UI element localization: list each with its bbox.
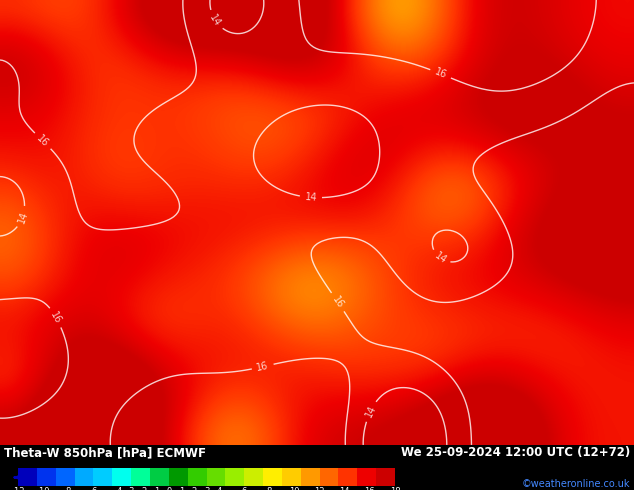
Text: 6: 6 — [242, 488, 247, 490]
Bar — [282, 468, 301, 487]
Text: We 25-09-2024 12:00 UTC (12+72): We 25-09-2024 12:00 UTC (12+72) — [401, 446, 630, 459]
Text: 10: 10 — [289, 488, 300, 490]
Text: 3: 3 — [204, 488, 209, 490]
Bar — [244, 468, 263, 487]
Text: 4: 4 — [216, 488, 222, 490]
Bar — [225, 468, 244, 487]
Bar — [75, 468, 93, 487]
Text: 14: 14 — [339, 488, 350, 490]
Text: 1: 1 — [179, 488, 184, 490]
Bar — [37, 468, 56, 487]
Bar — [320, 468, 339, 487]
Bar — [169, 468, 188, 487]
Text: -2: -2 — [139, 488, 148, 490]
Text: 14: 14 — [433, 250, 448, 266]
Bar — [358, 468, 376, 487]
Text: 12: 12 — [314, 488, 325, 490]
Bar — [93, 468, 112, 487]
Text: -1: -1 — [152, 488, 160, 490]
Text: 16: 16 — [49, 310, 63, 325]
Bar — [376, 468, 395, 487]
Bar — [339, 468, 358, 487]
Text: 14: 14 — [208, 12, 223, 28]
Text: -8: -8 — [64, 488, 72, 490]
Bar — [188, 468, 207, 487]
Text: 14: 14 — [304, 192, 318, 203]
Text: 16: 16 — [330, 294, 346, 310]
Text: 16: 16 — [35, 133, 51, 148]
Bar — [150, 468, 169, 487]
Text: 8: 8 — [267, 488, 272, 490]
Text: ©weatheronline.co.uk: ©weatheronline.co.uk — [522, 479, 630, 489]
Text: 16: 16 — [256, 361, 270, 373]
Text: 2: 2 — [191, 488, 197, 490]
Text: 0: 0 — [166, 488, 171, 490]
Text: -4: -4 — [114, 488, 122, 490]
Text: -10: -10 — [36, 488, 50, 490]
Bar — [56, 468, 75, 487]
Bar — [263, 468, 282, 487]
Text: 16: 16 — [365, 488, 375, 490]
Bar — [301, 468, 320, 487]
Bar — [131, 468, 150, 487]
Text: Theta-W 850hPa [hPa] ECMWF: Theta-W 850hPa [hPa] ECMWF — [4, 446, 206, 459]
Text: 16: 16 — [433, 67, 448, 81]
Text: -3: -3 — [127, 488, 135, 490]
Text: 14: 14 — [363, 404, 378, 419]
Bar — [207, 468, 225, 487]
Text: -12: -12 — [11, 488, 25, 490]
Text: 18: 18 — [390, 488, 400, 490]
Text: 14: 14 — [16, 209, 29, 224]
Bar — [18, 468, 37, 487]
Text: -6: -6 — [89, 488, 98, 490]
Bar — [112, 468, 131, 487]
